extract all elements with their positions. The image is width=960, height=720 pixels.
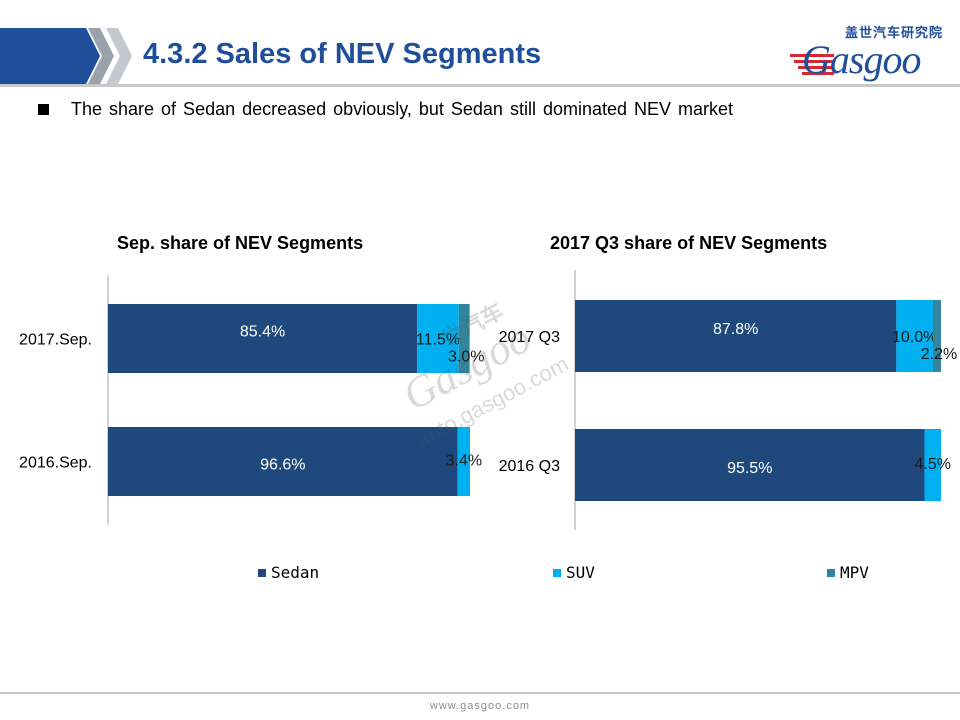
legend-swatch-suv: [553, 568, 561, 577]
bar-sedan: [575, 300, 897, 372]
bar-sedan: [108, 427, 458, 496]
data-label-suv: 4.5%: [915, 456, 951, 473]
footer-divider: [0, 692, 960, 694]
chart-legend: Sedan SUV MPV: [0, 563, 960, 583]
legend-swatch-mpv: [827, 568, 835, 577]
legend-label-suv: SUV: [566, 563, 595, 582]
data-label-sedan: 87.8%: [713, 321, 758, 338]
legend-label-sedan: Sedan: [271, 563, 320, 582]
logo-chinese-text: 盖世汽车研究院: [845, 26, 944, 41]
page-title: 4.3.2 Sales of NEV Segments: [143, 38, 542, 70]
bar-mpv: [458, 304, 470, 373]
category-label: 2016 Q3: [499, 458, 560, 475]
data-label-mpv: 2.2%: [921, 346, 957, 363]
header-chevron-band: [0, 28, 132, 84]
data-label-suv: 11.5%: [416, 332, 460, 349]
bar-suv: [457, 427, 470, 496]
bar-suv: [896, 300, 933, 372]
legend-swatch-sedan: [258, 568, 266, 577]
footer-url: www.gasgoo.com: [429, 700, 531, 712]
title-divider: [0, 84, 960, 87]
legend-item-suv: SUV: [553, 563, 595, 582]
chart-title-q3: 2017 Q3 share of NEV Segments: [550, 233, 828, 253]
bar-suv: [924, 429, 941, 501]
summary-bullet: The share of Sedan decreased obviously, …: [38, 98, 733, 120]
bar-mpv: [932, 300, 941, 372]
bar-suv: [417, 304, 459, 373]
gasgoo-logo: 盖世汽车研究院 Gasgoo: [790, 22, 950, 82]
legend-item-mpv: MPV: [827, 563, 869, 582]
bullet-square-icon: [38, 103, 49, 115]
category-label: 2017.Sep.: [19, 332, 92, 349]
data-label-suv: 3.4%: [446, 453, 482, 470]
bar-sedan: [108, 304, 418, 373]
category-label: 2017 Q3: [499, 329, 560, 346]
logo-stripes-icon: [790, 54, 834, 75]
legend-item-sedan: Sedan: [258, 563, 319, 582]
chart-title-sep: Sep. share of NEV Segments: [117, 233, 364, 253]
legend-label-mpv: MPV: [840, 563, 869, 582]
logo-wordmark: Gasgoo: [802, 37, 921, 82]
bar-sedan: [575, 429, 925, 501]
data-label-sedan: 85.4%: [240, 324, 285, 341]
data-label-sedan: 95.5%: [727, 460, 772, 477]
data-label-sedan: 96.6%: [260, 457, 305, 474]
summary-text: The share of Sedan decreased obviously, …: [71, 98, 734, 119]
category-label: 2016.Sep.: [19, 455, 92, 472]
data-label-mpv: 3.0%: [448, 349, 484, 366]
data-label-suv: 10.0%: [892, 329, 937, 346]
